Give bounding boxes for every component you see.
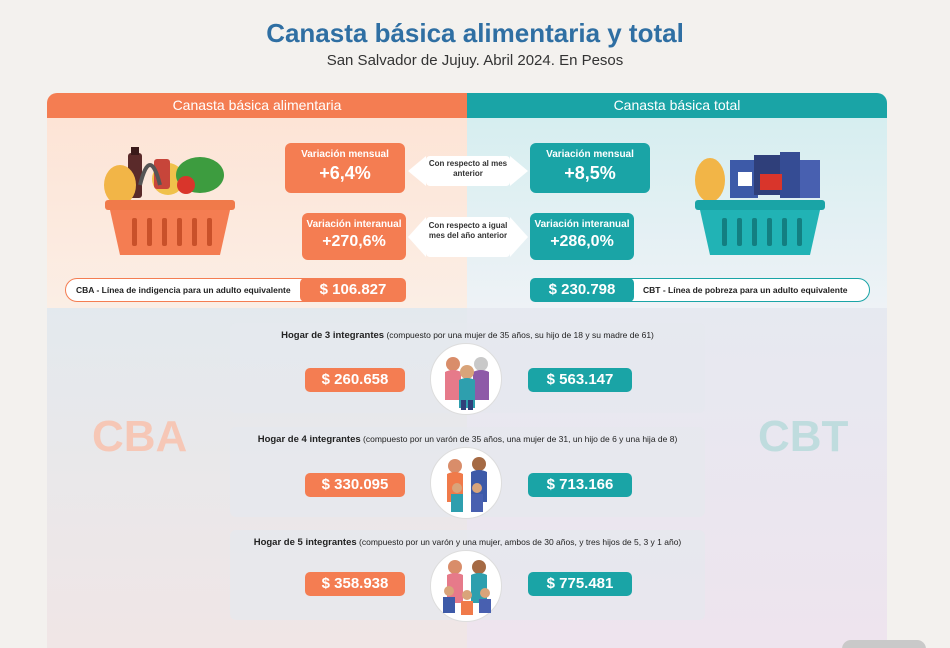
cba-monthly-value: +6,4%: [319, 163, 371, 183]
cbt-yearly-label: Variación interanual: [534, 219, 630, 230]
household-title: Hogar de 4 integrantes (compuesto por un…: [230, 434, 705, 445]
cbt-line-value: $ 230.798: [530, 278, 634, 302]
cba-yearly-variation: Variación interanual +270,6%: [302, 213, 406, 260]
cbt-monthly-variation: Variación mensual +8,5%: [530, 143, 650, 193]
household-title-main: Hogar de 5 integrantes: [253, 537, 357, 548]
household-title: Hogar de 5 integrantes (compuesto por un…: [230, 537, 705, 548]
cba-line-value: $ 106.827: [300, 278, 406, 302]
household-title-detail: (compuesto por un varón y una mujer, amb…: [359, 537, 682, 547]
cba-yearly-value: +270,6%: [322, 233, 386, 250]
cba-yearly-label: Variación interanual: [306, 219, 402, 230]
cbt-yearly-value: +286,0%: [550, 233, 614, 250]
goods-basket-icon: [695, 152, 825, 255]
household-cbt-value: $ 563.147: [528, 368, 632, 392]
cba-header: Canasta básica alimentaria: [47, 93, 467, 118]
page-subtitle: San Salvador de Jujuy. Abril 2024. En Pe…: [326, 52, 624, 69]
double-arrow-icon: [408, 217, 528, 257]
note-monthly: Con respecto al mes anterior: [426, 156, 510, 186]
cbt-monthly-label: Variación mensual: [546, 149, 634, 160]
household-cba-value: $ 330.095: [305, 473, 405, 497]
household-title: Hogar de 3 integrantes (compuesto por un…: [230, 330, 705, 341]
household-card-3: Hogar de 3 integrantes (compuesto por un…: [230, 323, 705, 415]
family-of-3-icon: [430, 343, 502, 415]
cbt-yearly-variation: Variación interanual +286,0%: [530, 213, 634, 260]
household-card-4: Hogar de 4 integrantes (compuesto por un…: [230, 427, 705, 519]
cba-watermark: CBA: [92, 412, 188, 461]
household-title-detail: (compuesto por un varón de 35 años, una …: [363, 434, 678, 444]
family-of-5-icon: [430, 550, 502, 622]
household-cbt-value: $ 775.481: [528, 572, 632, 596]
household-cba-value: $ 358.938: [305, 572, 405, 596]
household-cbt-value: $ 713.166: [528, 473, 632, 497]
cba-monthly-label: Variación mensual: [301, 149, 389, 160]
family-of-4-icon: [430, 447, 502, 519]
double-arrow-icon: [408, 156, 528, 186]
food-basket-icon: [104, 147, 235, 255]
note-yearly: Con respecto a igual mes del año anterio…: [426, 217, 510, 257]
cbt-header: Canasta básica total: [467, 93, 887, 118]
household-cba-value: $ 260.658: [305, 368, 405, 392]
household-title-main: Hogar de 3 integrantes: [281, 330, 385, 341]
household-title-main: Hogar de 4 integrantes: [257, 434, 361, 445]
video-control-pill[interactable]: [842, 640, 926, 648]
cbt-monthly-value: +8,5%: [564, 163, 616, 183]
household-card-5: Hogar de 5 integrantes (compuesto por un…: [230, 530, 705, 622]
cba-monthly-variation: Variación mensual +6,4%: [285, 143, 405, 193]
household-title-detail: (compuesto por una mujer de 35 años, su …: [386, 330, 654, 340]
page-title: Canasta básica alimentaria y total: [266, 18, 684, 48]
cbt-watermark: CBT: [758, 412, 849, 461]
